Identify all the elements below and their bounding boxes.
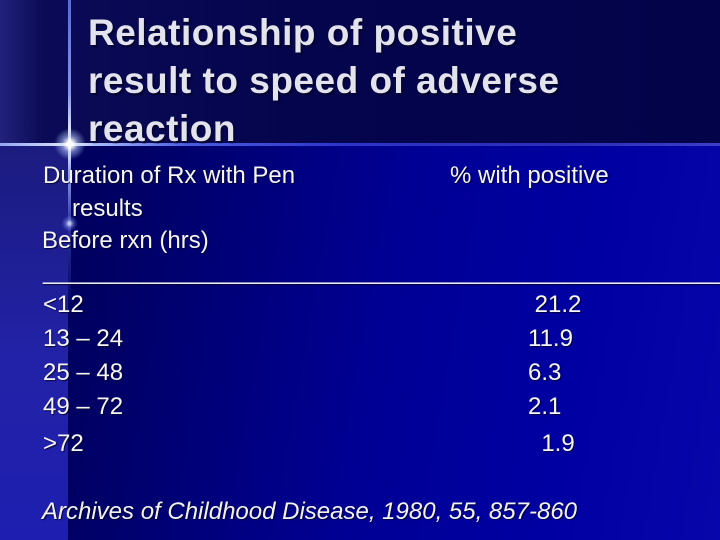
duration-cell: 49 – 72 <box>43 393 124 420</box>
percent-cell: 6.3 <box>528 359 562 386</box>
table-row: >72 1.9 <box>43 427 683 461</box>
table-row: 25 – 48 6.3 <box>43 356 683 390</box>
cross-glow-highlight <box>54 128 86 160</box>
background-top-band <box>0 0 720 143</box>
citation-text: Archives of Childhood Disease, 1980, 55,… <box>42 498 578 525</box>
column-header-duration-line1: Duration of Rx with Pen <box>43 162 296 189</box>
column-header-percent: % with positive <box>450 162 609 189</box>
table-divider-underscores: ________________________________________… <box>43 258 720 285</box>
background-left-column <box>0 143 68 540</box>
table-row: 49 – 72 2.1 <box>43 390 683 424</box>
secondary-glow-highlight <box>61 215 78 232</box>
column-header-duration-line3: Before rxn (hrs) <box>42 227 209 254</box>
duration-cell: 25 – 48 <box>43 359 124 386</box>
slide-title: Relationship of positive result to speed… <box>88 12 560 149</box>
percent-cell: 2.1 <box>528 393 562 420</box>
column-header-duration-line2: results <box>72 195 143 222</box>
percent-cell: 21.2 <box>528 291 582 318</box>
table-row: 13 – 24 11.9 <box>43 322 683 356</box>
table-row: <12 21.2 <box>43 288 683 322</box>
percent-cell: 1.9 <box>528 430 575 457</box>
duration-cell: <12 <box>43 291 84 318</box>
duration-cell: >72 <box>43 430 84 457</box>
percent-cell: 11.9 <box>528 325 573 352</box>
decorative-horizontal-line <box>0 143 720 146</box>
data-table: <12 21.2 13 – 24 11.9 25 – 48 6.3 49 – 7… <box>43 288 683 461</box>
duration-cell: 13 – 24 <box>43 325 124 352</box>
